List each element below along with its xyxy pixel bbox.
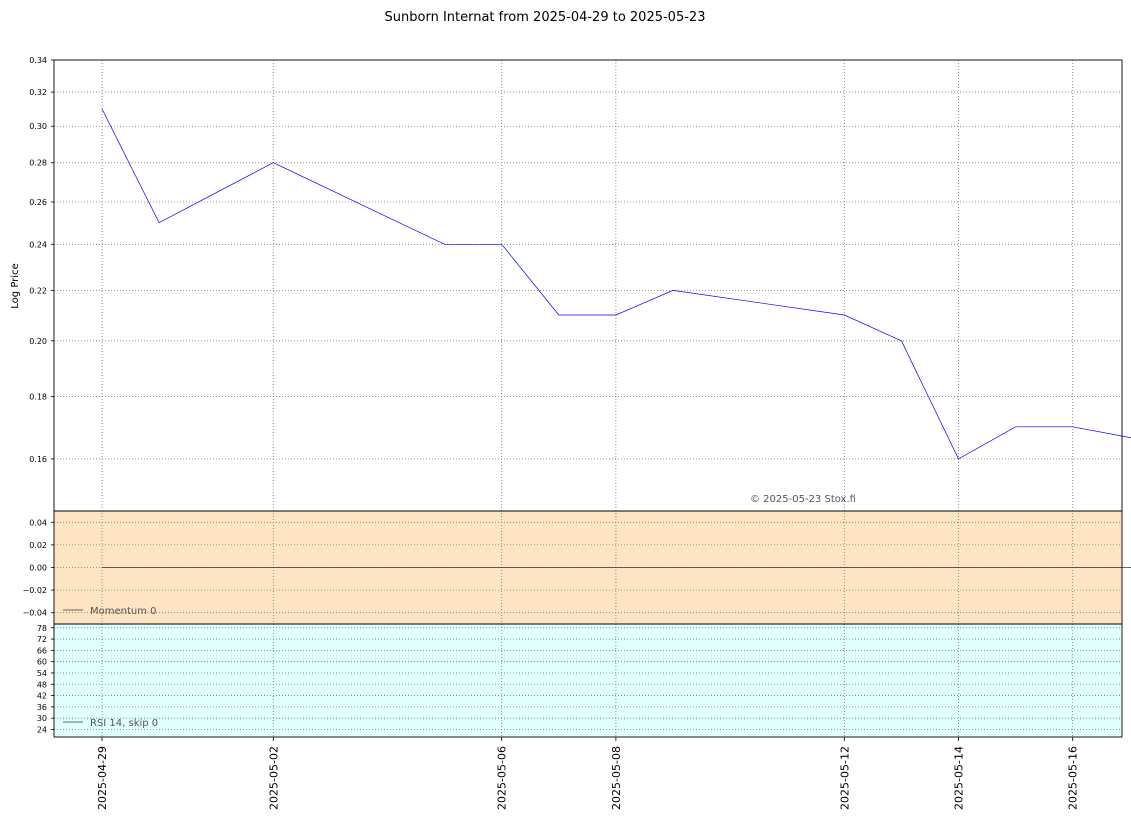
- momentum-ytick-label: −0.02: [22, 586, 47, 595]
- x-tick-label: 2025-04-29: [96, 746, 109, 810]
- rsi-ytick-label: 48: [37, 680, 47, 689]
- price-ytick-label: 0.18: [29, 393, 47, 402]
- x-tick-label: 2025-05-02: [267, 746, 280, 810]
- price-ytick-label: 0.24: [29, 240, 47, 249]
- momentum-ytick-label: 0.02: [29, 541, 47, 550]
- x-tick-label: 2025-05-08: [610, 746, 623, 810]
- rsi-panel-background: [54, 624, 1122, 737]
- rsi-ytick-label: 24: [37, 725, 47, 734]
- momentum-ytick-label: −0.04: [22, 609, 47, 618]
- x-tick-label: 2025-05-12: [838, 746, 851, 810]
- rsi-ytick-label: 36: [37, 703, 47, 712]
- rsi-ytick-label: 66: [37, 646, 47, 655]
- rsi-legend-label: RSI 14, skip 0: [90, 718, 158, 729]
- x-tick-label: 2025-05-16: [1067, 746, 1080, 810]
- price-line: [101, 108, 1131, 460]
- price-ytick-label: 0.22: [29, 286, 47, 295]
- momentum-ytick-label: 0.04: [29, 518, 47, 527]
- price-ytick-label: 0.26: [29, 198, 47, 207]
- x-tick-label: 2025-05-14: [953, 746, 966, 810]
- rsi-panel-frame: [53, 623, 1123, 738]
- x-tick-label: 2025-05-06: [496, 746, 509, 810]
- momentum-ytick-label: 0.00: [29, 564, 47, 573]
- price-ytick-label: 0.30: [29, 122, 47, 131]
- price-ytick-label: 0.28: [29, 159, 47, 168]
- rsi-ytick-label: 72: [37, 635, 47, 644]
- price-ytick-label: 0.20: [29, 337, 47, 346]
- rsi-ytick-label: 30: [37, 714, 47, 723]
- chart-title: Sunborn Internat from 2025-04-29 to 2025…: [385, 10, 706, 25]
- price-ytick-label: 0.34: [29, 56, 47, 65]
- price-ytick-label: 0.32: [29, 88, 47, 97]
- momentum-legend-label: Momentum 0: [90, 606, 157, 617]
- rsi-ytick-label: 42: [37, 692, 47, 701]
- watermark-text: © 2025-05-23 Stox.fi: [750, 494, 856, 505]
- y-axis-label: Log Price: [10, 263, 21, 308]
- rsi-ytick-label: 78: [37, 624, 47, 633]
- price-ytick-label: 0.16: [29, 455, 47, 464]
- rsi-ytick-label: 60: [37, 658, 47, 667]
- price-panel-frame: [53, 59, 1123, 512]
- rsi-ytick-label: 54: [37, 669, 47, 678]
